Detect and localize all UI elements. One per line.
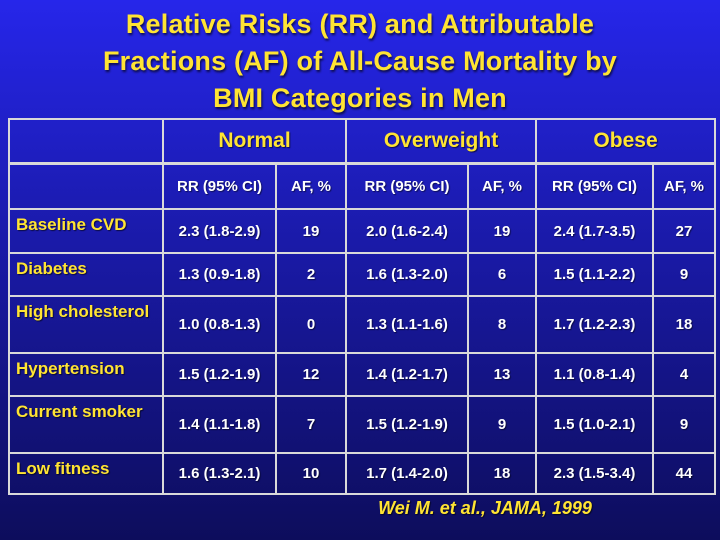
rr-cell: 1.1 (0.8-1.4): [535, 352, 655, 397]
rr-cell: 1.5 (1.0-2.1): [535, 395, 655, 454]
af-cell: 18: [467, 452, 538, 495]
rr-cell: 1.5 (1.2-1.9): [345, 395, 470, 454]
af-cell: 13: [467, 352, 538, 397]
slide-title: Relative Risks (RR) and Attributable Fra…: [0, 6, 720, 117]
corner-cell: [8, 162, 164, 210]
row-label: Current smoker: [8, 395, 164, 454]
rr-cell: 1.6 (1.3-2.0): [345, 252, 470, 297]
af-cell: 6: [467, 252, 538, 297]
title-line-3: BMI Categories in Men: [213, 83, 507, 113]
table-row-high-cholesterol: High cholesterol 1.0 (0.8-1.3) 0 1.3 (1.…: [8, 295, 717, 354]
rr-cell: 2.4 (1.7-3.5): [535, 208, 655, 254]
rr-cell: 1.4 (1.2-1.7): [345, 352, 470, 397]
af-cell: 0: [274, 295, 348, 354]
af-cell: 27: [652, 208, 717, 254]
row-label: Baseline CVD: [8, 208, 164, 254]
af-cell: 2: [274, 252, 348, 297]
group-header-obese: Obese: [535, 118, 717, 165]
af-cell: 9: [467, 395, 538, 454]
sub-header-rr-normal: RR (95% CI): [162, 162, 277, 210]
row-label: Diabetes: [8, 252, 164, 297]
sub-header-af-normal: AF, %: [274, 162, 348, 210]
rr-cell: 2.0 (1.6-2.4): [345, 208, 470, 254]
rr-cell: 1.3 (1.1-1.6): [345, 295, 470, 354]
af-cell: 4: [652, 352, 717, 397]
af-cell: 18: [652, 295, 717, 354]
af-cell: 7: [274, 395, 348, 454]
row-label: Hypertension: [8, 352, 164, 397]
rr-cell: 1.0 (0.8-1.3): [162, 295, 277, 354]
corner-cell: [8, 118, 164, 165]
af-cell: 19: [467, 208, 538, 254]
table-group-header-row: Normal Overweight Obese: [8, 118, 717, 165]
rr-cell: 1.5 (1.1-2.2): [535, 252, 655, 297]
table-row-low-fitness: Low fitness 1.6 (1.3-2.1) 10 1.7 (1.4-2.…: [8, 452, 717, 495]
af-cell: 8: [467, 295, 538, 354]
mortality-risk-table: Normal Overweight Obese RR (95% CI) AF, …: [8, 118, 717, 495]
citation-text: Wei M. et al., JAMA, 1999: [378, 498, 592, 518]
row-label: High cholesterol: [8, 295, 164, 354]
table-row-diabetes: Diabetes 1.3 (0.9-1.8) 2 1.6 (1.3-2.0) 6…: [8, 252, 717, 297]
table-sub-header-row: RR (95% CI) AF, % RR (95% CI) AF, % RR (…: [8, 162, 717, 210]
rr-cell: 1.5 (1.2-1.9): [162, 352, 277, 397]
sub-header-af-obese: AF, %: [652, 162, 717, 210]
group-header-overweight: Overweight: [345, 118, 538, 165]
af-cell: 9: [652, 252, 717, 297]
group-header-normal: Normal: [161, 118, 348, 165]
sub-header-af-overweight: AF, %: [467, 162, 538, 210]
title-line-1: Relative Risks (RR) and Attributable: [125, 9, 595, 39]
rr-cell: 1.7 (1.4-2.0): [345, 452, 470, 495]
rr-cell: 1.4 (1.1-1.8): [162, 395, 277, 454]
af-cell: 9: [652, 395, 717, 454]
rr-cell: 2.3 (1.5-3.4): [535, 452, 655, 495]
table-row-baseline-cvd: Baseline CVD 2.3 (1.8-2.9) 19 2.0 (1.6-2…: [8, 208, 717, 254]
sub-header-rr-overweight: RR (95% CI): [345, 162, 470, 210]
rr-cell: 1.3 (0.9-1.8): [162, 252, 277, 297]
af-cell: 44: [652, 452, 717, 495]
af-cell: 19: [274, 208, 348, 254]
af-cell: 12: [274, 352, 348, 397]
sub-header-rr-obese: RR (95% CI): [535, 162, 655, 210]
rr-cell: 2.3 (1.8-2.9): [162, 208, 277, 254]
table-row-hypertension: Hypertension 1.5 (1.2-1.9) 12 1.4 (1.2-1…: [8, 352, 717, 397]
row-label: Low fitness: [8, 452, 164, 495]
rr-cell: 1.7 (1.2-2.3): [535, 295, 655, 354]
rr-cell: 1.6 (1.3-2.1): [162, 452, 277, 495]
af-cell: 10: [274, 452, 348, 495]
title-line-2: Fractions (AF) of All-Cause Mortality by: [102, 46, 618, 76]
table-row-current-smoker: Current smoker 1.4 (1.1-1.8) 7 1.5 (1.2-…: [8, 395, 717, 454]
